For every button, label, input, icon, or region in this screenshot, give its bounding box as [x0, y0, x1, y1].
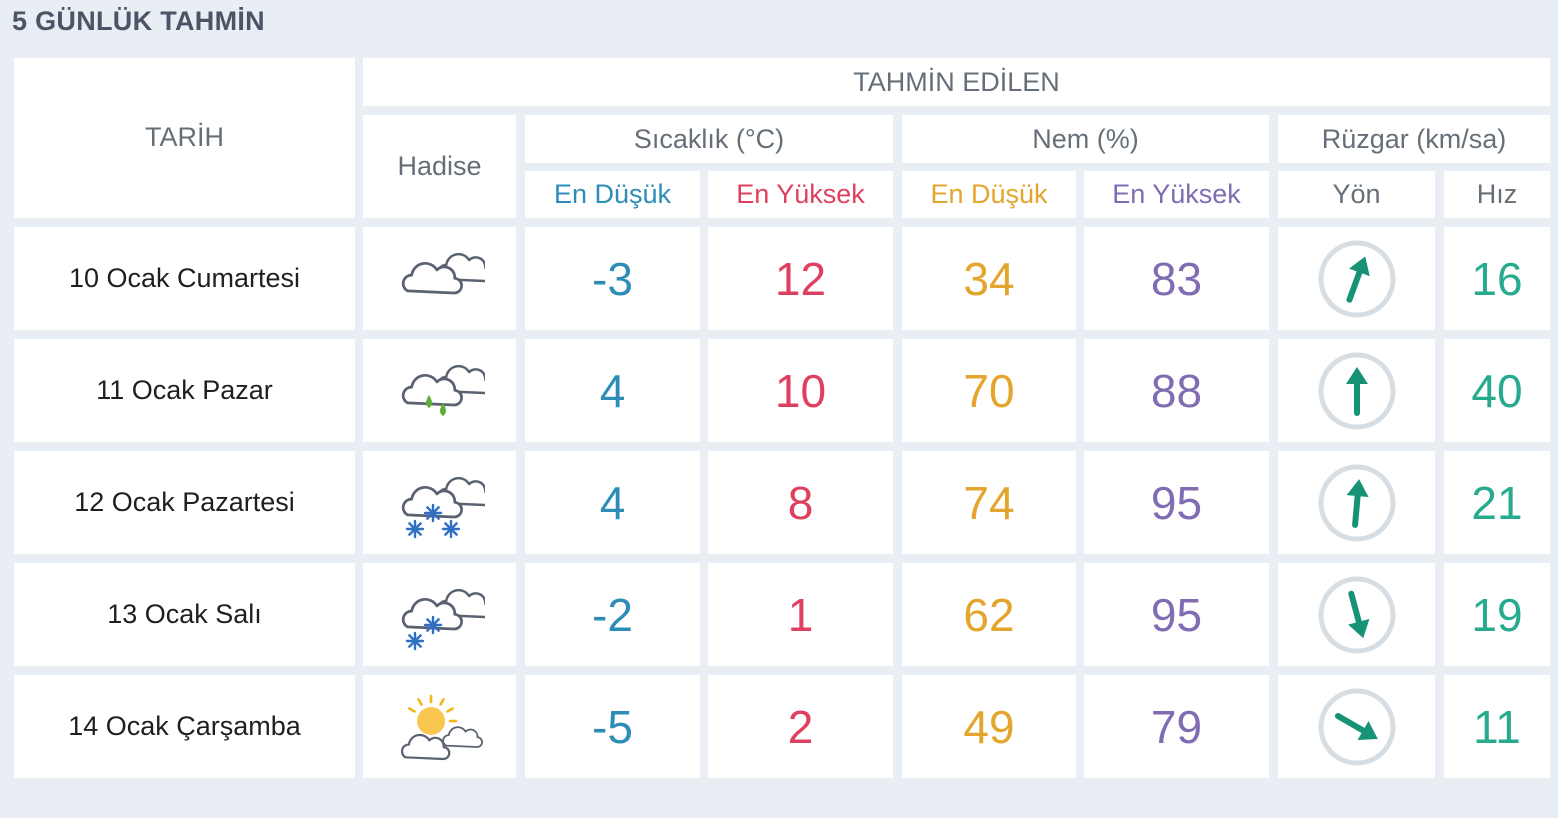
header-wind-speed: Hız: [1444, 171, 1550, 218]
cloudy-icon: [401, 252, 485, 294]
wind-direction-cell: [1278, 563, 1435, 666]
header-forecast: TAHMİN EDİLEN: [363, 58, 1550, 106]
wind-direction-arrow-icon: [1318, 688, 1395, 765]
header-wind: Rüzgar (km/sa): [1278, 115, 1550, 163]
date-cell: 10 Ocak Cumartesi: [14, 227, 355, 330]
date-cell: 13 Ocak Salı: [14, 563, 355, 666]
wind-direction-cell: [1278, 227, 1435, 330]
header-hum-min: En Düşük: [902, 171, 1076, 218]
weather-event-cell: [363, 675, 516, 778]
temp-min-value: -5: [525, 675, 700, 778]
wind-direction-cell: [1278, 675, 1435, 778]
wind-direction-arrow-icon: [1318, 464, 1395, 541]
wind-direction-cell: [1278, 339, 1435, 442]
weather-event-cell: [363, 451, 516, 554]
humidity-min-value: 49: [902, 675, 1076, 778]
humidity-max-value: 79: [1084, 675, 1269, 778]
partly-cloudy-icon: [400, 694, 483, 760]
wind-speed-value: 40: [1444, 339, 1550, 442]
temp-max-value: 2: [708, 675, 893, 778]
humidity-min-value: 34: [902, 227, 1076, 330]
temp-min-value: -3: [525, 227, 700, 330]
page-title: 5 GÜNLÜK TAHMİN: [12, 6, 265, 36]
wind-direction-arrow-icon: [1318, 240, 1395, 317]
wind-direction-arrow-icon: [1318, 576, 1395, 653]
header-wind-dir: Yön: [1278, 171, 1435, 218]
date-cell: 11 Ocak Pazar: [14, 339, 355, 442]
header-temp-max: En Yüksek: [708, 171, 893, 218]
header-date: TARİH: [14, 58, 355, 218]
header-humidity: Nem (%): [902, 115, 1269, 163]
rain-icon: [401, 364, 485, 416]
weather-event-cell: [363, 227, 516, 330]
temp-max-value: 1: [708, 563, 893, 666]
temp-max-value: 10: [708, 339, 893, 442]
wind-speed-value: 11: [1444, 675, 1550, 778]
wind-speed-value: 21: [1444, 451, 1550, 554]
wind-direction-cell: [1278, 451, 1435, 554]
temp-max-value: 8: [708, 451, 893, 554]
humidity-min-value: 62: [902, 563, 1076, 666]
temp-min-value: 4: [525, 451, 700, 554]
wind-speed-value: 19: [1444, 563, 1550, 666]
temp-max-value: 12: [708, 227, 893, 330]
date-cell: 14 Ocak Çarşamba: [14, 675, 355, 778]
weather-event-cell: [363, 563, 516, 666]
wind-direction-arrow-icon: [1318, 352, 1395, 429]
weather-event-cell: [363, 339, 516, 442]
light-snow-icon: [401, 588, 485, 650]
header-temperature: Sıcaklık (°C): [525, 115, 893, 163]
temp-min-value: -2: [525, 563, 700, 666]
humidity-max-value: 95: [1084, 451, 1269, 554]
humidity-max-value: 83: [1084, 227, 1269, 330]
header-event: Hadise: [363, 115, 516, 218]
humidity-max-value: 88: [1084, 339, 1269, 442]
wind-speed-value: 16: [1444, 227, 1550, 330]
humidity-max-value: 95: [1084, 563, 1269, 666]
header-hum-max: En Yüksek: [1084, 171, 1269, 218]
date-cell: 12 Ocak Pazartesi: [14, 451, 355, 554]
temp-min-value: 4: [525, 339, 700, 442]
humidity-min-value: 74: [902, 451, 1076, 554]
snow-icon: [401, 476, 485, 538]
header-temp-min: En Düşük: [525, 171, 700, 218]
humidity-min-value: 70: [902, 339, 1076, 442]
